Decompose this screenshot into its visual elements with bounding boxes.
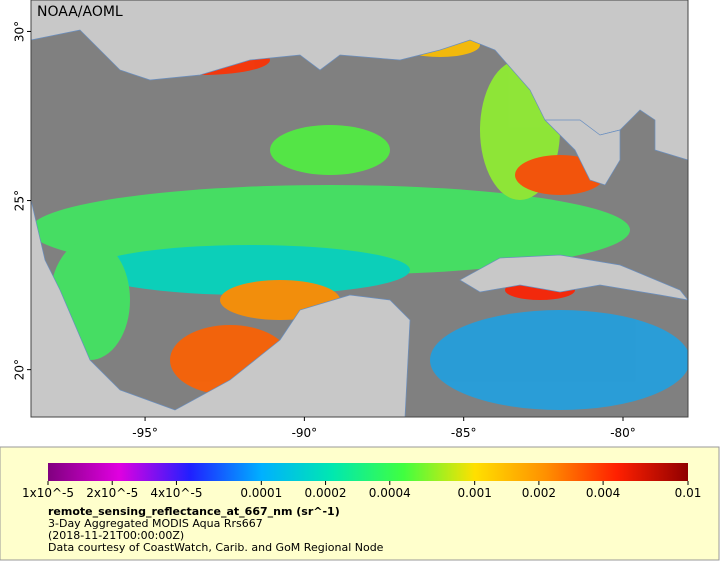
colorbar-label: 0.01 [675,486,702,500]
lat-label: 25° [13,190,27,211]
colorbar-label: 0.0001 [240,486,282,500]
lat-label: 20° [13,359,27,380]
colorbar-label: 1x10^-5 [22,486,74,500]
dataset-title: 3-Day Aggregated MODIS Aqua Rrs667 [48,517,263,530]
colorbar-label: 0.0002 [305,486,347,500]
colorbar-label: 4x10^-5 [150,486,202,500]
lat-label: 30° [13,21,27,42]
colorbar-label: 2x10^-5 [86,486,138,500]
colorbar-label: 0.004 [586,486,620,500]
time: (2018-11-21T00:00:00Z) [48,529,184,542]
colorbar [48,463,688,481]
lon-label: -95° [132,426,158,440]
land-south [31,199,411,417]
florida [544,119,621,186]
colorbar-label: 0.002 [522,486,556,500]
lon-label: -85° [451,426,477,440]
credit: Data courtesy of CoastWatch, Carib. and … [48,541,384,554]
map [31,0,688,417]
title-box [33,2,113,22]
colorbar-label: 0.0004 [369,486,411,500]
lon-label: -90° [292,426,318,440]
land-north [31,0,688,182]
variable: remote_sensing_reflectance_at_667_nm (sr… [48,505,340,518]
cuba [459,254,688,301]
lon-label: -80° [610,426,636,440]
map-frame [30,0,689,418]
map-title: NOAA/AOML [37,4,123,20]
colorbar-label: 0.001 [457,486,491,500]
